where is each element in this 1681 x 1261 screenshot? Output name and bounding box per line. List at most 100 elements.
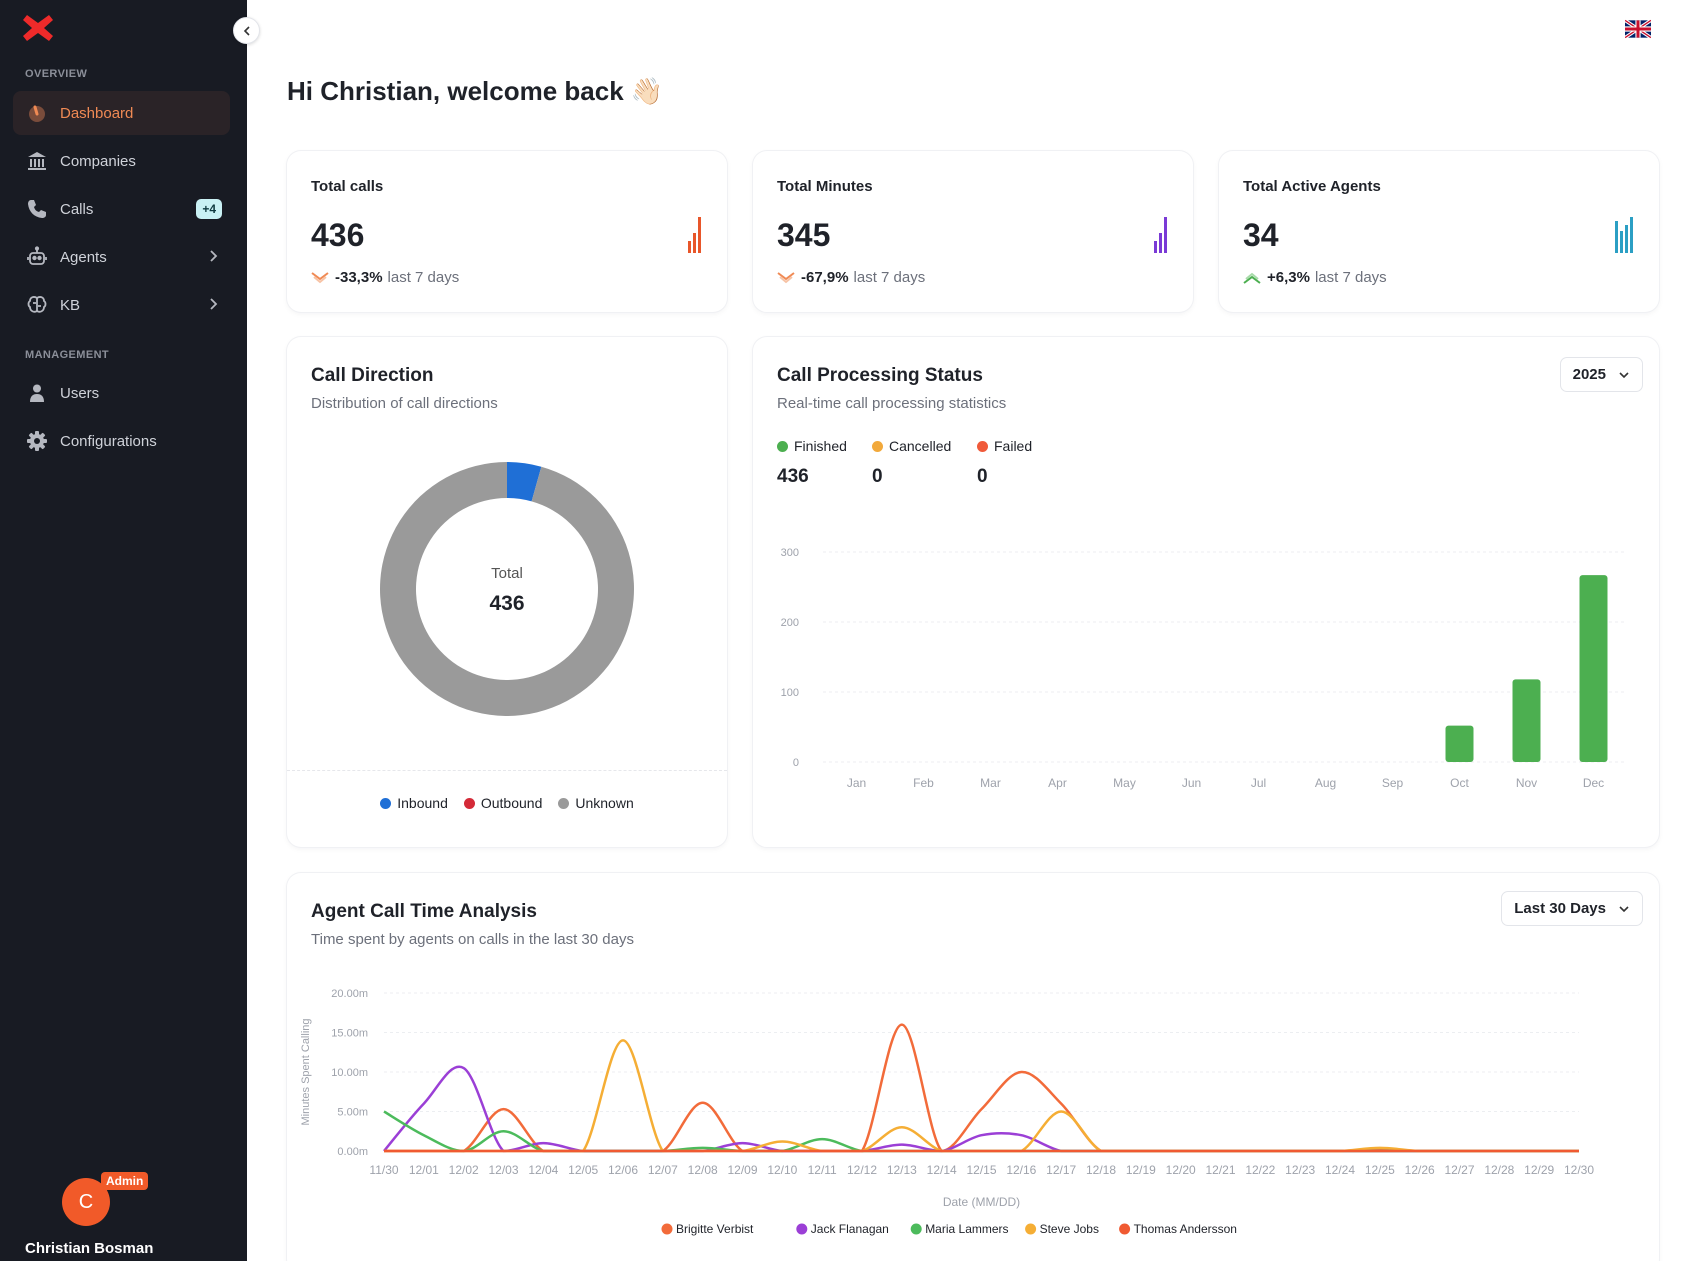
x-tick-label: Dec [1583,776,1604,790]
call-direction-legend: Inbound Outbound Unknown [287,795,727,811]
x-tick-label: 12/21 [1205,1163,1235,1177]
card-subtitle: Distribution of call directions [311,395,498,412]
trend-down-icon [311,271,329,283]
year-select[interactable]: 2025 [1559,357,1643,392]
legend-dot [661,1223,673,1235]
trend-down-icon [777,271,795,283]
stat-value: 436 [311,217,365,253]
sidebar-item-label: Configurations [60,432,157,450]
status-value: 436 [777,466,809,487]
legend-label[interactable]: Jack Flanagan [811,1222,889,1236]
bar-chart-icon [1615,217,1633,253]
x-tick-label: 12/17 [1046,1163,1076,1177]
sidebar-item-label: Dashboard [60,104,134,122]
stat-value: 345 [777,217,831,253]
sidebar-item-calls[interactable]: Calls +4 [13,187,230,231]
stat-period: last 7 days [853,269,926,286]
line-series-brigitte-verbist[interactable] [384,1023,1579,1153]
sidebar-item-label: Companies [60,152,136,170]
sidebar-item-label: Calls [60,200,94,218]
x-tick-label: 12/10 [767,1163,797,1177]
bar-chart-icon [1154,217,1167,253]
date-range-select-value: Last 30 Days [1514,900,1606,917]
legend-dot [1119,1223,1131,1235]
sidebar-item-users[interactable]: Users [13,371,230,415]
stat-card-total-calls: Total calls 436 -33,3% last 7 days [287,151,727,312]
chevron-right-icon [210,298,218,310]
x-tick-label: Aug [1315,776,1336,790]
call-processing-bar-chart: 0 100 200 300 Jan Feb Mar Apr May Jun Jul Aug Sep Oct… [781,547,1627,790]
sidebar: OVERVIEW Dashboard Companies Calls +4 Ag… [0,0,247,1261]
x-tick-label: 12/27 [1444,1163,1474,1177]
line-series-maria-lammers[interactable] [383,1110,1579,1153]
calls-count-badge: +4 [196,199,222,219]
y-axis-label: Minutes Spent Calling [300,1018,312,1125]
sidebar-item-configurations[interactable]: Configurations [13,419,230,463]
bank-building-icon [26,150,48,172]
sidebar-item-agents[interactable]: Agents [13,235,230,279]
legend-dot [1025,1223,1037,1235]
legend-label[interactable]: Steve Jobs [1040,1222,1099,1236]
legend-inbound[interactable]: Inbound [380,795,448,811]
chevron-down-icon [1619,905,1629,912]
y-tick-label: 20.00m [331,988,368,1000]
y-tick-label: 10.00m [331,1067,368,1079]
donut-slice-unknown[interactable] [379,462,634,716]
sidebar-item-label: Agents [60,248,107,266]
x-tick-label: 12/16 [1006,1163,1036,1177]
legend-label: Unknown [575,795,634,811]
section-label-management: MANAGEMENT [25,349,110,361]
status-value: 0 [872,466,883,487]
legend-outbound[interactable]: Outbound [463,795,542,811]
sidebar-item-companies[interactable]: Companies [13,139,230,183]
sidebar-item-label: Users [60,384,100,402]
bar-oct[interactable] [1445,725,1474,762]
donut-center-label: Total [491,565,523,582]
status-dot [977,440,988,452]
bar-dec[interactable] [1579,575,1608,762]
x-tick-label: 12/24 [1325,1163,1355,1177]
brand-logo-icon[interactable] [22,12,54,44]
stat-trend: -33,3% last 7 days [311,269,459,286]
card-title: Agent Call Time Analysis [311,901,537,922]
legend-dot [463,797,475,809]
legend-label[interactable]: Thomas Andersson [1134,1222,1237,1236]
x-tick-label: Nov [1516,776,1537,790]
collapse-sidebar-button[interactable] [233,17,260,44]
legend-unknown[interactable]: Unknown [558,795,634,811]
x-tick-label: 12/19 [1126,1163,1156,1177]
status-label: Failed [994,438,1033,454]
uk-flag-icon[interactable] [1625,19,1651,39]
x-tick-label: Apr [1048,776,1067,790]
x-tick-label: 12/06 [608,1163,638,1177]
status-dot [872,440,883,452]
role-badge: Admin [101,1172,149,1190]
brain-icon [26,294,48,316]
x-tick-label: Jan [847,776,866,790]
user-name: Christian Bosman [25,1240,154,1257]
x-axis-label: Date (MM/DD) [943,1195,1020,1209]
y-tick-label: 200 [781,617,799,629]
sidebar-item-dashboard[interactable]: Dashboard [13,91,230,135]
card-subtitle: Time spent by agents on calls in the las… [311,931,634,948]
stat-title: Total Active Agents [1243,178,1381,195]
x-tick-label: Jun [1182,776,1201,790]
x-tick-label: Jul [1251,776,1266,790]
stat-period: last 7 days [387,269,460,286]
status-finished: Finished 436 [777,438,847,488]
dashboard-gauge-icon [26,102,48,124]
stat-value: 34 [1243,217,1279,253]
legend-label[interactable]: Maria Lammers [925,1222,1008,1236]
call-direction-donut-chart: Total 436 [379,462,634,716]
donut-slice-inbound[interactable] [507,462,542,502]
x-tick-label: 12/18 [1086,1163,1116,1177]
stat-trend: -67,9% last 7 days [777,269,925,286]
stat-change: +6,3% [1267,269,1310,286]
stat-change: -67,9% [801,269,849,286]
sidebar-item-kb[interactable]: KB [13,283,230,327]
legend-label[interactable]: Brigitte Verbist [676,1222,754,1236]
date-range-select[interactable]: Last 30 Days [1501,891,1643,926]
legend-dot [910,1223,922,1235]
x-tick-label: 12/26 [1405,1163,1435,1177]
bar-nov[interactable] [1512,679,1541,762]
